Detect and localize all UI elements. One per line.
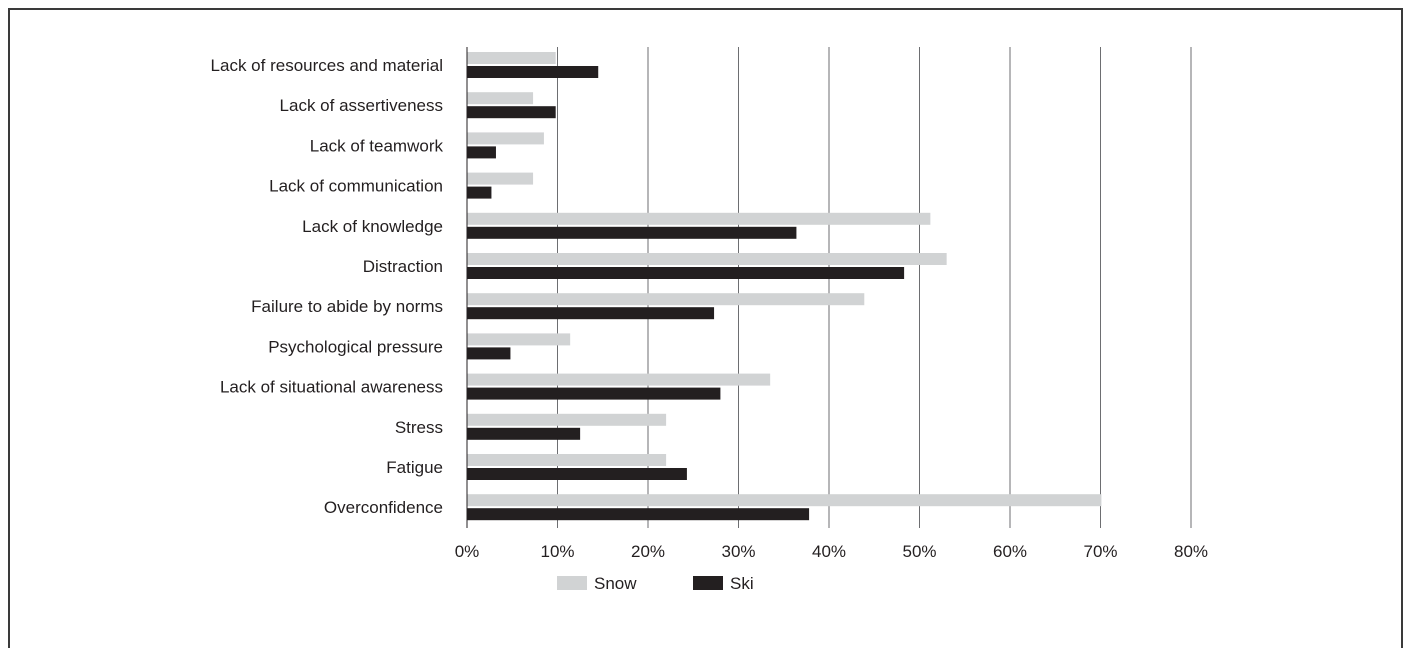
- category-label: Lack of resources and material: [211, 56, 443, 75]
- x-tick-labels: 0% 10% 20% 30% 40% 50% 60% 70% 80%: [455, 542, 1208, 561]
- category-label: Lack of assertiveness: [280, 96, 443, 115]
- bar-ski: [467, 267, 905, 279]
- bar-ski: [467, 186, 492, 199]
- bar-snow: [467, 212, 931, 225]
- category-label: Fatigue: [386, 458, 443, 477]
- bar-snow: [467, 172, 534, 185]
- category-label: Failure to abide by norms: [251, 297, 443, 316]
- bar-ski: [467, 427, 581, 440]
- legend-label-ski: Ski: [730, 574, 754, 593]
- bar-snow: [467, 494, 1102, 507]
- bar-snow: [467, 92, 534, 105]
- legend-label-snow: Snow: [594, 574, 637, 593]
- legend: Snow Ski: [557, 574, 754, 593]
- bar-ski: [467, 508, 810, 521]
- x-tick-label: 60%: [993, 542, 1027, 561]
- category-label: Psychological pressure: [268, 337, 443, 356]
- bar-snow: [467, 293, 865, 306]
- category-label: Stress: [395, 418, 443, 437]
- x-tick-label: 50%: [902, 542, 936, 561]
- category-labels: Lack of resources and material Lack of as…: [211, 56, 444, 517]
- category-label: Lack of communication: [269, 177, 443, 196]
- bar-ski: [467, 226, 797, 239]
- gridlines: [557, 47, 1192, 528]
- bars: [467, 52, 1102, 521]
- bar-snow: [467, 132, 544, 145]
- bar-ski: [467, 106, 556, 119]
- x-tick-label: 70%: [1083, 542, 1117, 561]
- bar-snow: [467, 373, 771, 386]
- bar-ski: [467, 307, 715, 320]
- x-tick-label: 80%: [1174, 542, 1208, 561]
- category-label: Lack of situational awareness: [220, 378, 443, 397]
- legend-swatch-snow: [557, 576, 587, 590]
- legend-swatch-ski: [693, 576, 723, 590]
- bar-chart: Lack of resources and material Lack of as…: [211, 47, 1208, 593]
- bar-snow: [467, 413, 667, 426]
- bar-snow: [467, 454, 667, 466]
- bar-ski: [467, 146, 496, 159]
- x-tick-label: 0%: [455, 542, 480, 561]
- chart-frame: [8, 8, 1403, 648]
- bar-ski: [467, 66, 599, 78]
- x-tick-label: 20%: [631, 542, 665, 561]
- bar-snow: [467, 253, 947, 265]
- category-label: Overconfidence: [324, 498, 443, 517]
- x-tick-label: 30%: [721, 542, 755, 561]
- bar-snow: [467, 52, 556, 64]
- bar-ski: [467, 468, 687, 480]
- bar-ski: [467, 387, 721, 400]
- category-label: Lack of teamwork: [310, 136, 444, 155]
- x-tick-label: 40%: [812, 542, 846, 561]
- bar-snow: [467, 333, 571, 346]
- category-label: Distraction: [363, 257, 443, 276]
- x-tick-label: 10%: [540, 542, 574, 561]
- category-label: Lack of knowledge: [302, 217, 443, 236]
- bar-ski: [467, 347, 511, 360]
